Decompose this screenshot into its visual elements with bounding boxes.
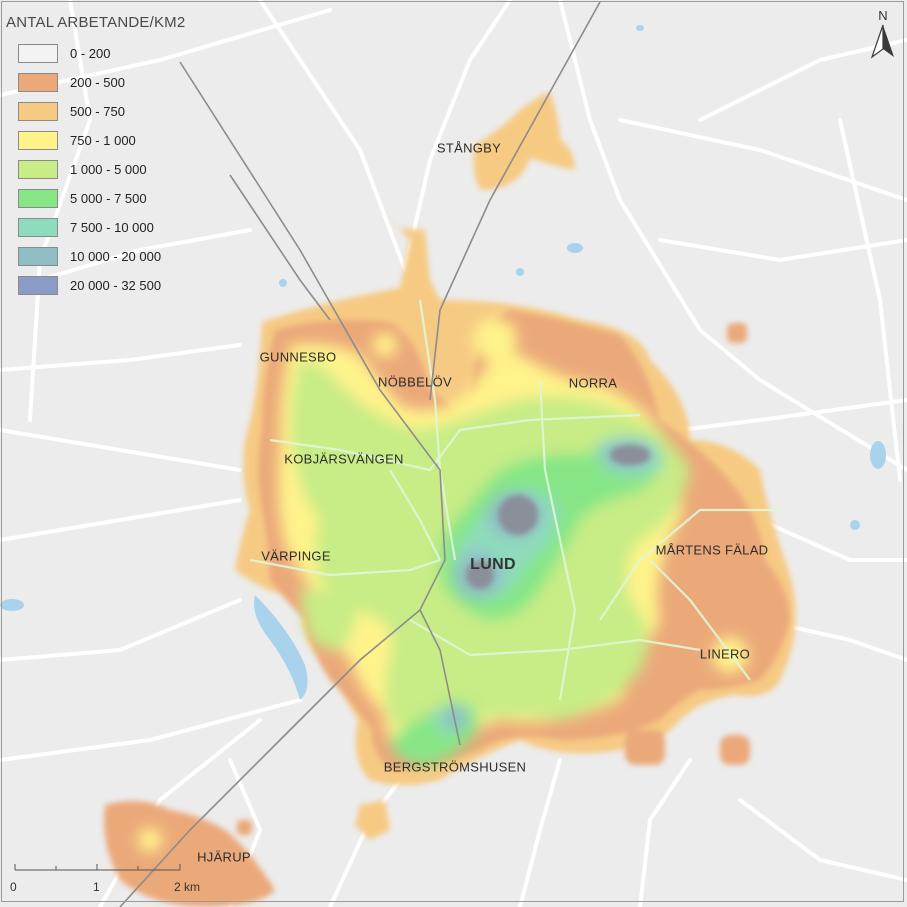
legend-item: 1 000 - 5 000: [6, 155, 185, 184]
legend-label: 10 000 - 20 000: [70, 249, 162, 264]
place-label-gunnesbo: GUNNESBO: [259, 349, 337, 365]
place-label-linero: LINERO: [699, 646, 751, 662]
legend-item: 500 - 750: [6, 97, 185, 126]
legend-swatch: [18, 160, 58, 179]
legend-item: 10 000 - 20 000: [6, 242, 185, 271]
legend-label: 200 - 500: [70, 75, 125, 90]
legend-label: 0 - 200: [70, 46, 111, 61]
north-arrow-icon: [870, 24, 894, 59]
legend-swatch: [18, 102, 58, 121]
north-arrow: N: [868, 8, 898, 64]
legend-swatch: [18, 276, 58, 295]
place-label-varpinge: VÄRPINGE: [261, 548, 331, 564]
density-peaks: [466, 445, 650, 589]
legend-item: 0 - 200: [6, 39, 185, 68]
scale-label-0: 0: [10, 880, 17, 894]
place-label-kobjarsvangen: KOBJÄRSVÄNGEN: [284, 451, 404, 467]
place-label-stangby: STÅNGBY: [436, 140, 502, 156]
legend-swatch: [18, 247, 58, 266]
place-label-bergstromshusen: BERGSTRÖMSHUSEN: [383, 759, 527, 775]
legend-label: 5 000 - 7 500: [70, 191, 147, 206]
north-letter: N: [878, 8, 888, 23]
legend-item: 5 000 - 7 500: [6, 184, 185, 213]
place-label-norra: NORRA: [568, 375, 618, 391]
place-label-lund: LUND: [470, 556, 516, 573]
water-bodies: [0, 25, 886, 700]
legend-label: 7 500 - 10 000: [70, 220, 154, 235]
place-label-martens-falad: MÅRTENS FÄLAD: [655, 542, 769, 558]
density-core: [138, 318, 748, 852]
railway-lines: [119, 1, 601, 907]
place-label-nobbelov: NÖBBELÖV: [378, 374, 452, 390]
legend-items: 0 - 200 200 - 500 500 - 750 750 - 1 000 1 00…: [6, 39, 185, 300]
legend: ANTAL ARBETANDE/KM2 0 - 200 200 - 500 500 …: [6, 14, 185, 300]
city-streets: [249, 299, 780, 701]
legend-item: 750 - 1 000: [6, 126, 185, 155]
legend-item: 7 500 - 10 000: [6, 213, 185, 242]
legend-item: 200 - 500: [6, 68, 185, 97]
legend-swatch: [18, 189, 58, 208]
scale-label-1: 1: [93, 880, 100, 894]
legend-label: 500 - 750: [70, 104, 125, 119]
scale-label-2: 2 km: [174, 880, 201, 894]
scale-bar-graphic: [14, 864, 181, 871]
legend-label: 1 000 - 5 000: [70, 162, 147, 177]
legend-swatch: [18, 73, 58, 92]
place-label-hjarup: HJÄRUP: [197, 849, 251, 865]
legend-swatch: [18, 44, 58, 63]
legend-item: 20 000 - 32 500: [6, 271, 185, 300]
legend-swatch: [18, 131, 58, 150]
legend-swatch: [18, 218, 58, 237]
legend-label: 20 000 - 32 500: [70, 278, 162, 293]
legend-title: ANTAL ARBETANDE/KM2: [6, 14, 186, 31]
legend-label: 750 - 1 000: [70, 133, 136, 148]
